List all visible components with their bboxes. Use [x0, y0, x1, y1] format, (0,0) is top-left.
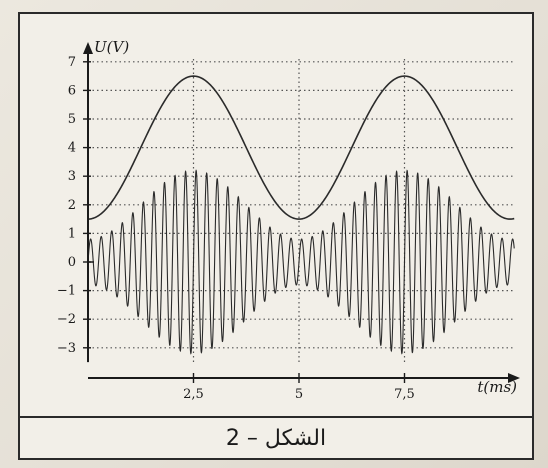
modulating-signal-line — [87, 75, 515, 220]
x-axis-arrow — [508, 373, 520, 383]
y-tick-label: 7 — [68, 55, 76, 70]
caption-separator — [18, 416, 534, 418]
y-tick-label: 5 — [68, 112, 76, 127]
x-tick-label: 5 — [295, 387, 303, 402]
y-tick-label: −3 — [57, 341, 76, 356]
axes — [83, 42, 520, 383]
y-tick-label: 3 — [68, 169, 76, 184]
tick-labels: 7 6 5 4 3 2 1 0 −1 −2 −3 2,5 5 7,5 U(V) t(ms) — [57, 38, 517, 402]
grid — [88, 58, 515, 363]
figure-caption: الشكل – 2 — [225, 426, 327, 451]
x-tick-label: 7,5 — [394, 387, 415, 402]
figure-frame — [18, 12, 534, 460]
y-tick-label: −2 — [57, 312, 76, 327]
y-tick-label: 1 — [68, 226, 76, 241]
y-tick-label: 2 — [68, 198, 76, 213]
x-tick-label: 2,5 — [183, 387, 204, 402]
y-tick-label: 0 — [68, 255, 76, 270]
y-tick-label: 4 — [68, 141, 76, 156]
x-axis-label: t(ms) — [477, 378, 517, 396]
y-axis-label: U(V) — [94, 38, 129, 56]
curves — [87, 75, 515, 355]
y-tick-label: −1 — [57, 284, 76, 299]
y-tick-label: 6 — [68, 83, 76, 98]
modulated-signal-line — [87, 169, 515, 355]
y-axis-arrow — [83, 42, 93, 54]
